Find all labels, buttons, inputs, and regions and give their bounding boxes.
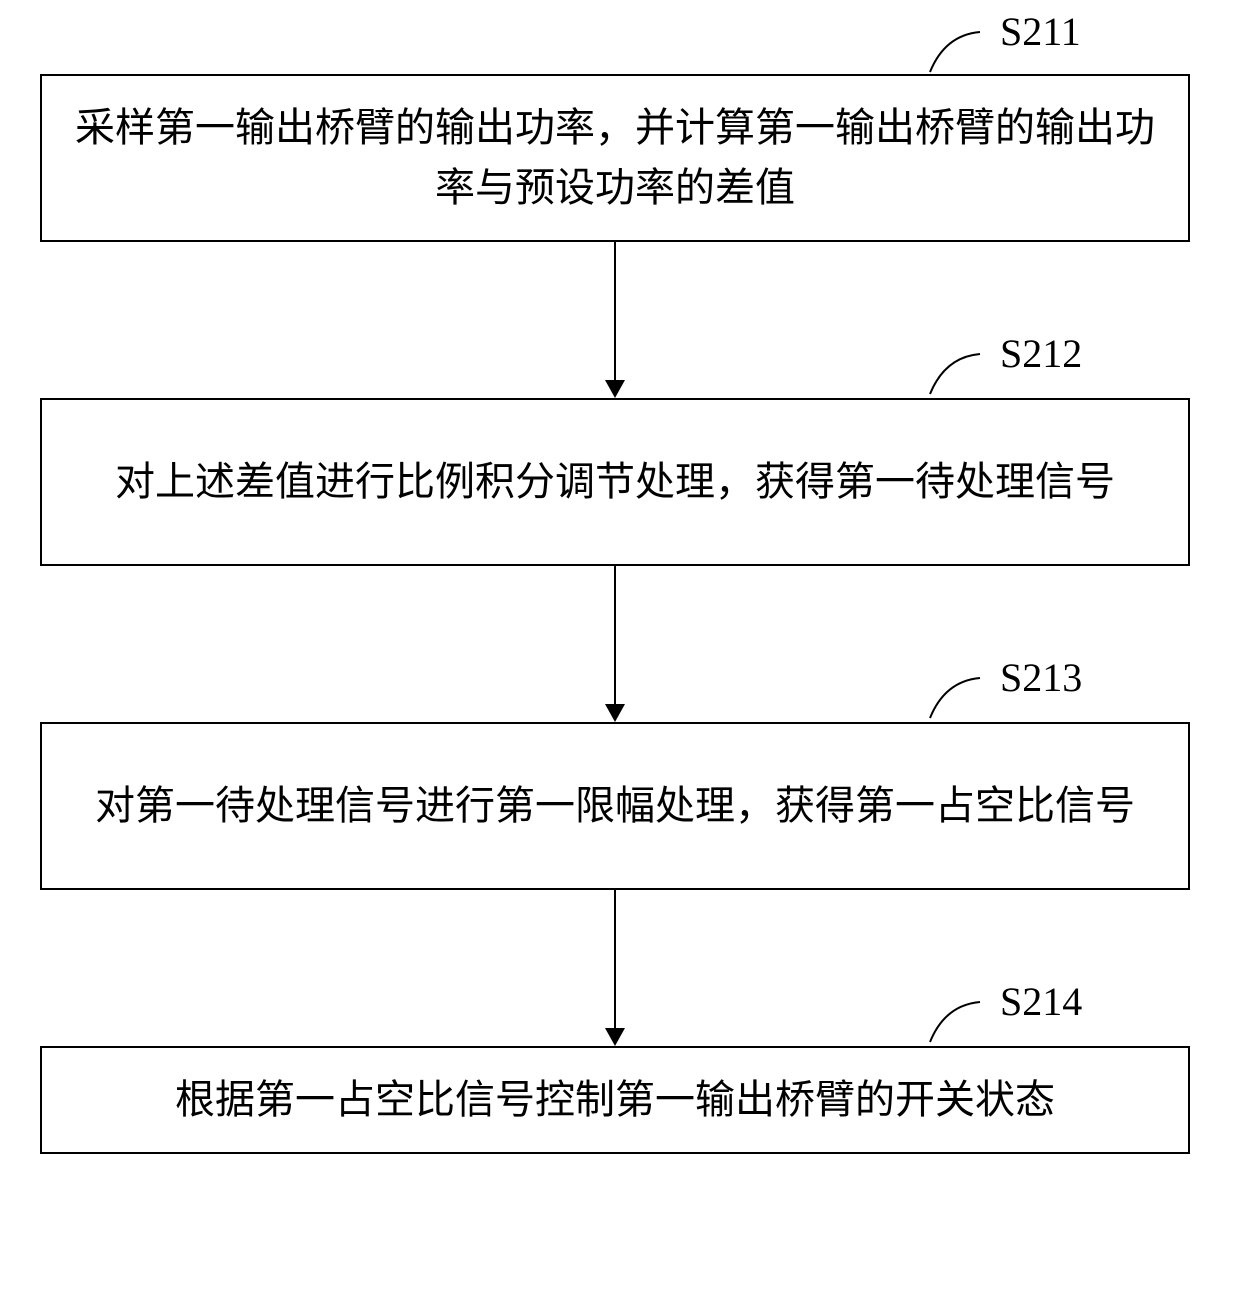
step-text-4: 根据第一占空比信号控制第一输出桥臂的开关状态 [175,1070,1055,1130]
step-label-4: S214 [1000,978,1082,1025]
arrow-head-1 [605,380,625,398]
step-text-2: 对上述差值进行比例积分调节处理，获得第一待处理信号 [115,452,1115,512]
leader-curve-4 [920,990,1000,1050]
step-label-1: S211 [1000,8,1081,55]
step-text-1: 采样第一输出桥臂的输出功率，并计算第一输出桥臂的输出功率与预设功率的差值 [72,98,1158,218]
flowchart-step-box-3: 对第一待处理信号进行第一限幅处理，获得第一占空比信号 [40,722,1190,890]
arrow-line-2 [614,566,616,704]
flowchart-step-box-2: 对上述差值进行比例积分调节处理，获得第一待处理信号 [40,398,1190,566]
arrow-line-3 [614,890,616,1028]
arrow-head-2 [605,704,625,722]
arrow-head-3 [605,1028,625,1046]
flowchart-step-box-4: 根据第一占空比信号控制第一输出桥臂的开关状态 [40,1046,1190,1154]
arrow-line-1 [614,242,616,380]
leader-curve-3 [920,666,1000,726]
leader-curve-2 [920,342,1000,402]
step-label-2: S212 [1000,330,1082,377]
leader-curve-1 [920,20,1000,80]
flowchart-step-box-1: 采样第一输出桥臂的输出功率，并计算第一输出桥臂的输出功率与预设功率的差值 [40,74,1190,242]
step-text-3: 对第一待处理信号进行第一限幅处理，获得第一占空比信号 [95,776,1135,836]
step-label-3: S213 [1000,654,1082,701]
